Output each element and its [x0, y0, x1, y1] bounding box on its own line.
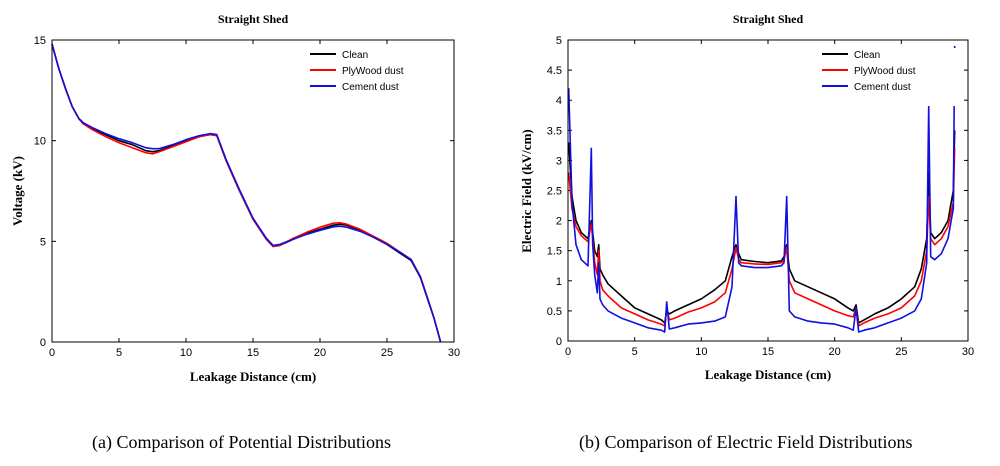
y-tick-label: 2.5 — [547, 186, 562, 198]
y-tick-label: 0 — [556, 336, 562, 348]
plot-area-frame — [51, 39, 455, 343]
series-line-plywood-dust — [567, 148, 956, 327]
x-tick-label: 0 — [49, 347, 55, 359]
plot-area-frame — [567, 39, 969, 342]
x-tick-label: 0 — [565, 346, 571, 358]
caption-b: (b) Comparison of Electric Field Distrib… — [579, 432, 912, 453]
caption-a: (a) Comparison of Potential Distribution… — [92, 432, 391, 453]
y-tick-label: 0.5 — [547, 306, 562, 318]
chart-panel-electric-field: Straight Shed Leakage Distance (cm) Elec… — [519, 12, 974, 382]
legend-box — [818, 48, 960, 106]
y-tick-label: 5 — [556, 35, 562, 47]
series-lines — [51, 43, 442, 343]
x-tick-label: 30 — [962, 346, 974, 358]
y-tick-label: 3 — [556, 155, 562, 167]
y-tick-label: 4 — [556, 95, 562, 107]
series-line-clean — [567, 130, 956, 324]
axis-ticks: 0 5 10 15 20 25 30 0 0.5 1 1.5 2 2.5 3 3.5 4 4.5 5 — [547, 35, 974, 358]
x-tick-label: 20 — [314, 347, 326, 359]
x-tick-label: 25 — [895, 346, 907, 358]
x-axis-label: Leakage Distance (cm) — [190, 369, 316, 384]
legend-label: PlyWood dust — [854, 66, 916, 77]
legend-box — [306, 48, 448, 106]
y-axis-label: Voltage (kV) — [10, 156, 25, 226]
legend-label: Cement dust — [342, 82, 399, 93]
x-tick-label: 15 — [762, 346, 774, 358]
x-tick-label: 5 — [116, 347, 122, 359]
y-tick-label: 0 — [40, 337, 46, 349]
y-tick-label: 4.5 — [547, 65, 562, 77]
y-tick-label: 10 — [34, 136, 46, 148]
y-tick-label: 3.5 — [547, 125, 562, 137]
x-axis-label: Leakage Distance (cm) — [705, 367, 831, 382]
chart-panel-potential: Straight Shed Leakage Distance (cm) Volt… — [10, 12, 460, 384]
y-tick-label: 15 — [34, 35, 46, 47]
x-tick-label: 30 — [448, 347, 460, 359]
series-lines — [567, 45, 956, 333]
axis-ticks: 0 5 10 15 20 25 30 0 5 10 15 — [34, 35, 460, 359]
chart-title: Straight Shed — [218, 12, 289, 26]
series-line-cement-dust — [51, 43, 442, 343]
x-tick-label: 5 — [632, 346, 638, 358]
legend-label: Clean — [854, 50, 880, 61]
x-tick-label: 10 — [695, 346, 707, 358]
legend: Clean PlyWood dust Cement dust — [818, 48, 960, 106]
y-tick-label: 1.5 — [547, 246, 562, 258]
y-tick-label: 5 — [40, 236, 46, 248]
x-tick-label: 25 — [381, 347, 393, 359]
y-tick-label: 2 — [556, 216, 562, 228]
series-line-cement-dust — [567, 45, 956, 333]
x-tick-label: 10 — [180, 347, 192, 359]
y-tick-label: 1 — [556, 276, 562, 288]
legend-label: Cement dust — [854, 82, 911, 93]
legend: Clean PlyWood dust Cement dust — [306, 48, 448, 106]
x-tick-label: 20 — [829, 346, 841, 358]
chart-title: Straight Shed — [733, 12, 804, 26]
legend-label: PlyWood dust — [342, 66, 404, 77]
x-tick-label: 15 — [247, 347, 259, 359]
legend-label: Clean — [342, 50, 368, 61]
y-axis-label: Electric Field (kV/cm) — [519, 129, 534, 252]
